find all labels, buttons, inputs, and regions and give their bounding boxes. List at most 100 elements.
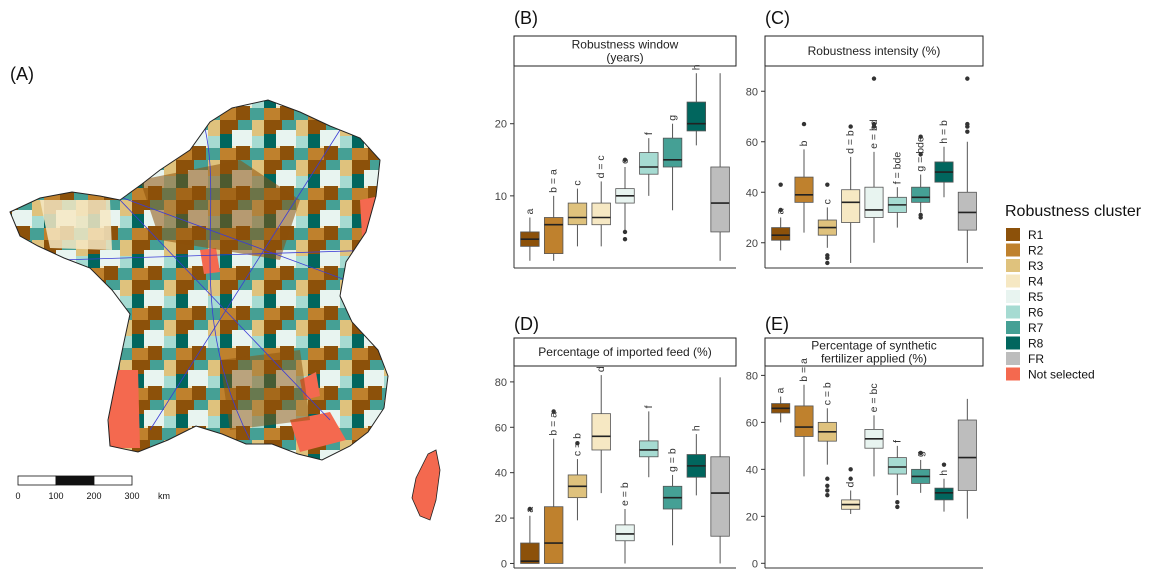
outlier-point bbox=[918, 134, 923, 139]
y-tick-label: 60 bbox=[746, 137, 758, 149]
box-R2: b bbox=[794, 121, 814, 233]
y-tick-label: 20 bbox=[746, 238, 758, 250]
legend-label: R3 bbox=[1028, 259, 1044, 273]
outlier-point bbox=[825, 182, 830, 187]
y-tick-label: 40 bbox=[746, 187, 758, 199]
legend-swatch bbox=[1006, 290, 1020, 303]
legend-item-r3: R3 bbox=[1006, 259, 1044, 273]
scale-tick-200: 200 bbox=[86, 491, 101, 501]
scale-tick-100: 100 bbox=[48, 491, 63, 501]
significance-label: c bbox=[571, 180, 583, 185]
box-R3: c = b bbox=[817, 382, 837, 498]
legend-item-r2: R2 bbox=[1006, 243, 1044, 258]
box-body bbox=[957, 191, 977, 231]
significance-label: d bbox=[845, 481, 857, 487]
box-body bbox=[639, 440, 659, 458]
box-body bbox=[543, 506, 564, 564]
significance-label: b = a bbox=[548, 412, 560, 436]
significance-label: f bbox=[891, 440, 903, 443]
box-R2: b = a bbox=[543, 169, 564, 261]
legend-label: R2 bbox=[1028, 244, 1044, 258]
y-tick-label: 80 bbox=[746, 86, 758, 98]
significance-label: c = b bbox=[821, 382, 833, 405]
box-R6: f bbox=[887, 440, 907, 510]
box-R8: h bbox=[686, 425, 707, 496]
legend-item-r6: R6 bbox=[1006, 305, 1044, 320]
panel-title-line: Percentage of imported feed (%) bbox=[538, 345, 711, 359]
panel-title-strip bbox=[764, 35, 984, 67]
outlier-point bbox=[778, 182, 783, 187]
outlier-point bbox=[622, 157, 628, 162]
box-body bbox=[639, 152, 659, 175]
panel-title-strip bbox=[764, 337, 984, 367]
box-body bbox=[662, 137, 683, 168]
panel-title-line: Robustness window bbox=[572, 38, 679, 52]
legend-swatch bbox=[1006, 228, 1020, 241]
legend-swatch bbox=[1006, 336, 1020, 350]
box-body bbox=[841, 189, 861, 223]
significance-label: g = b bbox=[667, 448, 679, 472]
outlier-point bbox=[801, 121, 807, 127]
outlier-point bbox=[895, 504, 900, 510]
significance-label: h bbox=[690, 64, 702, 70]
box-body bbox=[771, 227, 791, 241]
significance-label: g bbox=[667, 115, 679, 121]
significance-label: d = b bbox=[845, 130, 857, 154]
y-tick-label: 80 bbox=[746, 370, 758, 382]
box-body bbox=[957, 419, 977, 491]
significance-label: g bbox=[915, 451, 927, 457]
outlier-point bbox=[895, 500, 900, 505]
panel-title-line: Percentage of synthetic bbox=[811, 339, 936, 353]
significance-label: b = a bbox=[798, 358, 810, 382]
corsica-region bbox=[411, 449, 441, 521]
legend-swatch bbox=[1006, 243, 1020, 257]
boxplot-panel-3: (D) Percentage of imported feed (%) 0 20 40 6… bbox=[495, 314, 737, 570]
boxplot-panels: (B) Robustness window(years) 10 20 a b = a c d … bbox=[495, 8, 984, 570]
legend-label: Not selected bbox=[1028, 368, 1095, 382]
box-body bbox=[911, 186, 931, 203]
y-tick-label: 0 bbox=[752, 558, 758, 570]
y-tick-label: 40 bbox=[746, 464, 758, 476]
outlier-point bbox=[575, 440, 580, 446]
outlier-point bbox=[527, 506, 533, 512]
box-body bbox=[934, 487, 954, 501]
significance-label: g = bde bbox=[915, 136, 927, 171]
map-panel-letter: (A) bbox=[10, 64, 34, 84]
box-body bbox=[710, 456, 730, 537]
y-tick-label: 40 bbox=[495, 468, 507, 480]
box-R3: c = b bbox=[567, 433, 588, 521]
legend-label: R6 bbox=[1028, 306, 1044, 320]
outlier-point bbox=[965, 129, 970, 134]
box-R7: g = b bbox=[662, 448, 683, 546]
scale-tick-300: 300 bbox=[124, 491, 139, 501]
y-tick-label: 10 bbox=[495, 191, 507, 203]
y-tick-label: 20 bbox=[746, 511, 758, 523]
legend-item-not-selected: Not selected bbox=[1006, 367, 1095, 382]
significance-label: h bbox=[938, 470, 950, 476]
box-R7: g bbox=[911, 450, 931, 493]
panel-letter: (B) bbox=[514, 8, 538, 28]
scale-unit: km bbox=[158, 491, 170, 501]
y-tick-label: 0 bbox=[501, 558, 507, 570]
box-FR bbox=[710, 377, 730, 564]
outlier-point bbox=[622, 236, 628, 242]
outlier-point bbox=[941, 462, 947, 467]
box-FR bbox=[957, 76, 977, 263]
box-R1: a bbox=[771, 182, 791, 251]
legend-swatch bbox=[1006, 321, 1020, 334]
legend-title: Robustness cluster bbox=[1005, 203, 1142, 220]
outlier-point bbox=[918, 212, 923, 218]
outlier-point bbox=[848, 476, 853, 481]
significance-label: e = b bbox=[619, 482, 631, 506]
box-R6: f = bde bbox=[887, 152, 907, 228]
legend-swatch bbox=[1006, 367, 1020, 381]
box-body bbox=[686, 101, 707, 132]
box-body bbox=[567, 202, 588, 226]
boxplot-panel-1: (B) Robustness window(years) 10 20 a b = a c d … bbox=[495, 8, 737, 269]
significance-label: c = b bbox=[571, 433, 583, 456]
box-R6: f bbox=[639, 132, 659, 196]
panel-title-line: (years) bbox=[606, 51, 643, 65]
legend-label: R8 bbox=[1028, 337, 1044, 351]
